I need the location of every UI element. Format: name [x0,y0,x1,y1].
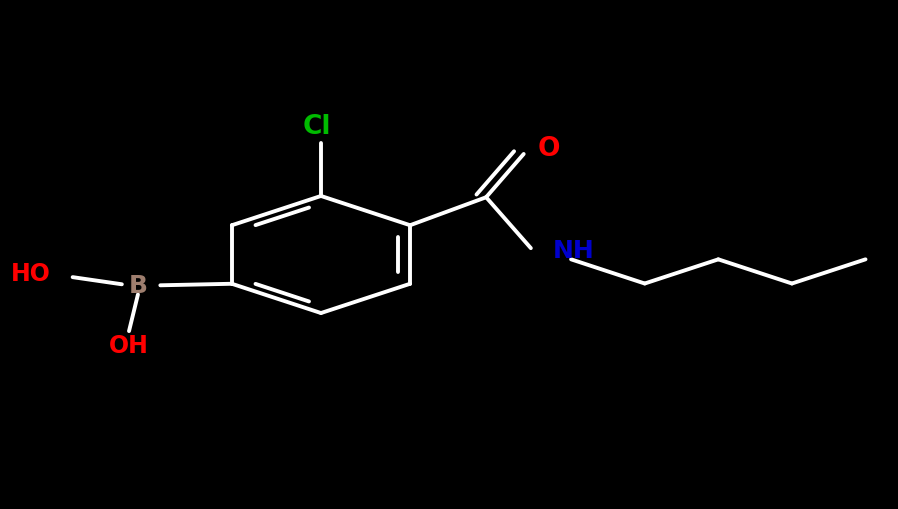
Text: NH: NH [553,239,595,263]
Text: O: O [538,136,560,162]
Text: HO: HO [11,262,50,286]
Text: Cl: Cl [303,114,330,140]
Text: OH: OH [109,334,149,358]
Text: B: B [128,274,147,298]
